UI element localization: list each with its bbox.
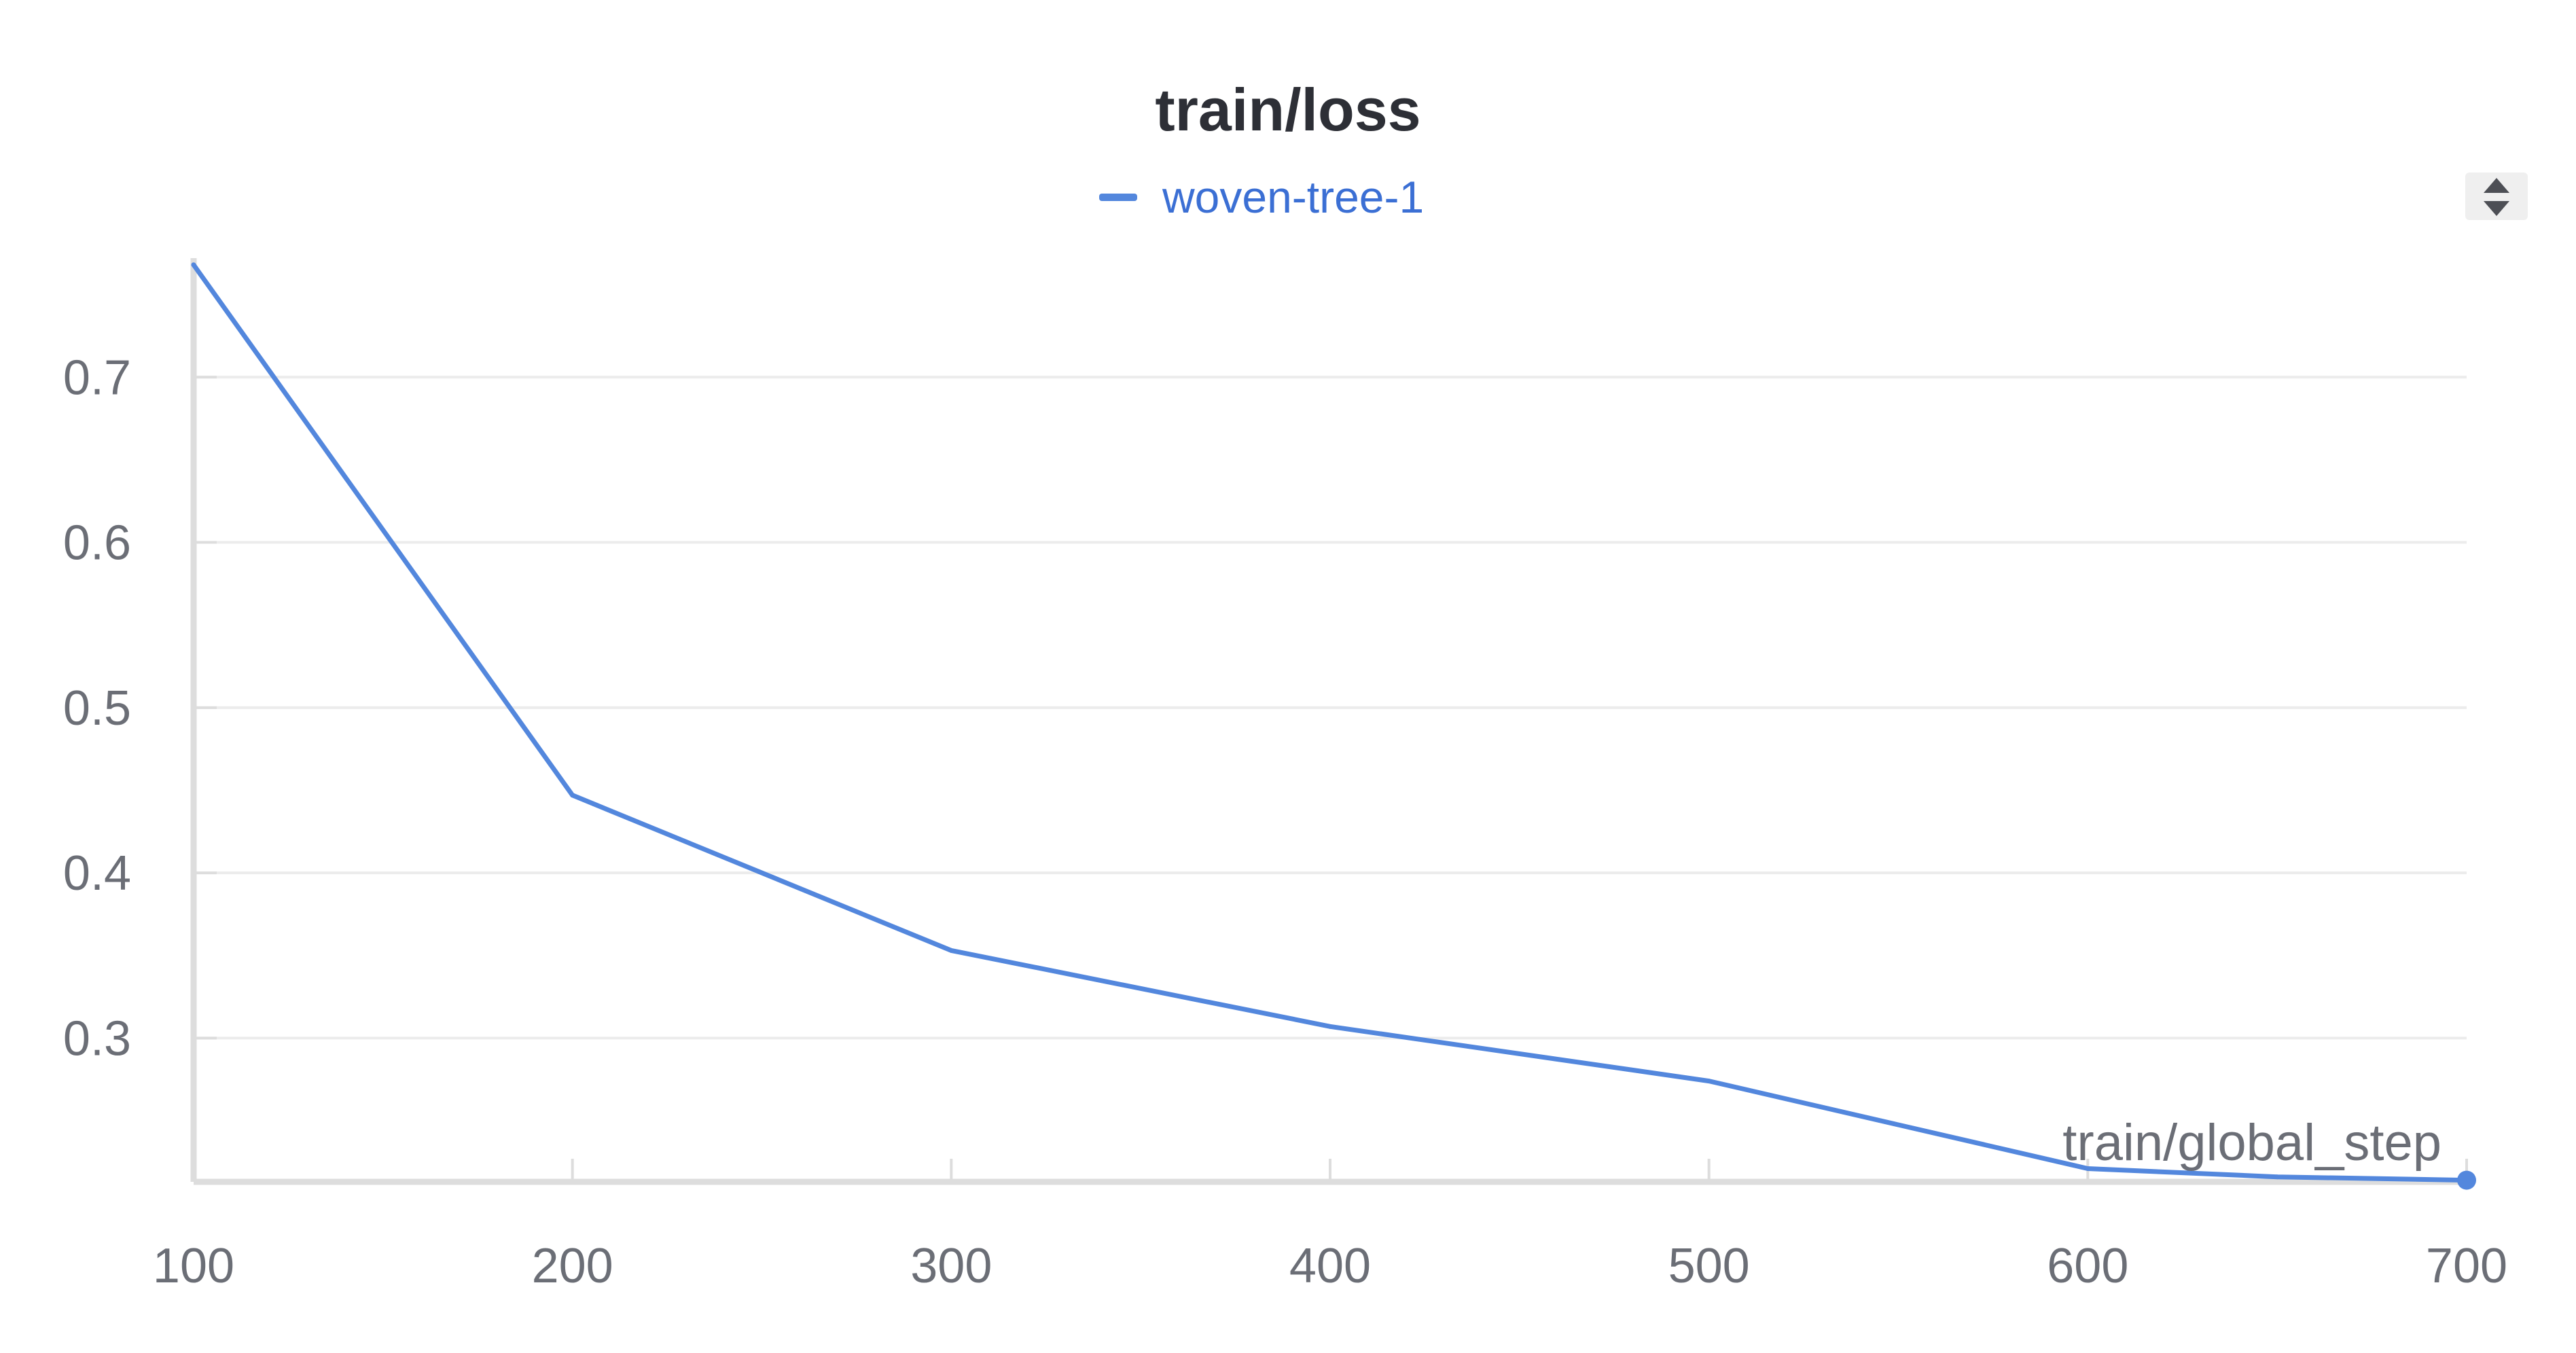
y-tick-label: 0.3 [63, 1011, 131, 1066]
legend[interactable]: woven-tree-1 [1099, 172, 1424, 222]
y-tick-label: 0.5 [63, 681, 131, 736]
chart-title: train/loss [1155, 76, 1420, 143]
series-point [191, 262, 196, 268]
series-layer [191, 262, 2476, 1190]
series-point [570, 793, 575, 798]
x-tick-label: 300 [910, 1239, 992, 1293]
series-point [2274, 1174, 2280, 1180]
x-tick-label: 200 [532, 1239, 613, 1293]
legend-series-label: woven-tree-1 [1162, 172, 1424, 222]
legend-swatch [1099, 194, 1137, 201]
series-point [948, 948, 954, 953]
up-down-arrows-icon [2484, 178, 2509, 216]
x-tick-label: 100 [153, 1239, 234, 1293]
grid-lines [194, 376, 2467, 1040]
series-line [191, 262, 2469, 1183]
axes [190, 258, 2467, 1185]
y-axis-ticks: 0.3 0.4 0.5 0.6 0.7 [63, 350, 217, 1066]
y-tick-label: 0.7 [63, 350, 131, 405]
x-tick-label: 400 [1289, 1239, 1371, 1293]
series-point [1327, 1024, 1333, 1029]
y-tick-label: 0.6 [63, 516, 131, 571]
x-axis-label: train/global_step [2062, 1114, 2441, 1172]
legend-scroll-background [2465, 173, 2528, 220]
legend-scroll-button[interactable] [2465, 173, 2528, 220]
x-tick-label: 600 [2047, 1239, 2128, 1293]
series-end-marker [2457, 1170, 2476, 1190]
x-tick-label: 700 [2426, 1239, 2507, 1293]
x-tick-label: 500 [1668, 1239, 1750, 1293]
y-tick-label: 0.4 [63, 846, 131, 901]
series-point [1706, 1079, 1712, 1084]
x-axis-ticks: 100 200 300 400 500 600 700 [153, 1159, 2507, 1293]
series-point [2085, 1166, 2090, 1172]
